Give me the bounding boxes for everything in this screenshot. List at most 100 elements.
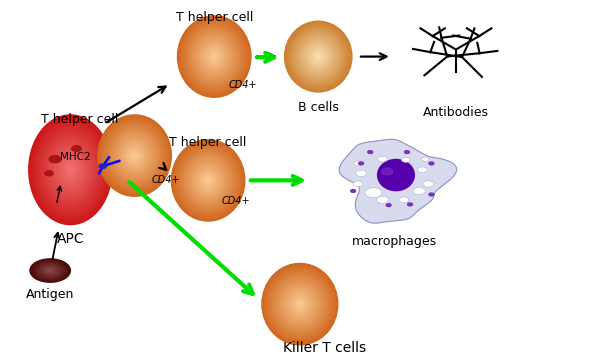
Text: macrophages: macrophages [352,235,438,248]
Ellipse shape [98,115,171,196]
Text: T helper cell: T helper cell [176,11,253,24]
Ellipse shape [42,132,99,207]
Circle shape [401,158,410,162]
Ellipse shape [51,145,89,195]
Circle shape [408,203,412,206]
Text: Antibodies: Antibodies [423,106,489,119]
Ellipse shape [298,36,338,77]
Ellipse shape [101,118,168,193]
Ellipse shape [46,137,95,202]
Text: MHC2: MHC2 [60,153,91,163]
Ellipse shape [48,140,93,200]
Ellipse shape [119,139,150,172]
Ellipse shape [34,122,106,217]
Ellipse shape [295,33,341,81]
Circle shape [356,170,367,176]
Ellipse shape [307,45,329,68]
Ellipse shape [61,157,80,182]
Circle shape [405,151,409,154]
Ellipse shape [296,300,304,308]
Ellipse shape [315,53,321,60]
Ellipse shape [295,299,305,310]
Circle shape [429,193,434,196]
Ellipse shape [285,21,352,92]
Ellipse shape [181,20,248,93]
Text: CD4+: CD4+ [222,196,250,206]
Text: T helper cell: T helper cell [170,136,247,149]
Ellipse shape [271,273,329,335]
Ellipse shape [130,150,140,161]
Ellipse shape [69,167,72,172]
Ellipse shape [264,265,336,343]
Ellipse shape [196,36,233,77]
Polygon shape [339,139,457,223]
Ellipse shape [276,278,324,330]
Text: T helper cell: T helper cell [41,113,118,126]
Ellipse shape [32,120,108,219]
Circle shape [376,196,389,203]
Ellipse shape [108,126,162,185]
Circle shape [365,188,382,198]
Ellipse shape [194,34,234,79]
Ellipse shape [182,21,246,92]
Ellipse shape [288,291,312,317]
Ellipse shape [292,29,344,84]
Ellipse shape [42,266,58,275]
Ellipse shape [133,154,136,158]
Ellipse shape [306,44,330,69]
Ellipse shape [118,137,151,174]
Ellipse shape [200,171,217,190]
Ellipse shape [286,23,350,90]
Ellipse shape [187,27,241,86]
Ellipse shape [201,173,215,188]
Circle shape [386,204,391,207]
Ellipse shape [29,115,112,224]
Text: APC: APC [56,232,84,246]
Ellipse shape [123,143,146,169]
Ellipse shape [288,24,349,89]
Ellipse shape [30,259,70,282]
Ellipse shape [110,128,160,183]
Ellipse shape [53,147,88,192]
Circle shape [72,146,81,151]
Ellipse shape [317,55,319,58]
Ellipse shape [103,121,166,191]
Ellipse shape [174,144,242,217]
Ellipse shape [189,29,239,84]
Ellipse shape [269,271,331,337]
Text: Killer T cells: Killer T cells [283,341,366,355]
Ellipse shape [262,263,338,345]
Text: Antigen: Antigen [26,288,75,301]
Ellipse shape [173,141,243,219]
Ellipse shape [211,53,217,60]
Ellipse shape [206,179,210,182]
Ellipse shape [125,145,144,167]
Ellipse shape [171,140,245,221]
Ellipse shape [310,49,326,65]
Ellipse shape [206,47,223,66]
Circle shape [413,188,425,194]
Ellipse shape [67,165,74,175]
Ellipse shape [55,150,86,190]
Text: B cells: B cells [298,101,338,114]
Ellipse shape [36,262,64,279]
Circle shape [49,156,61,163]
Ellipse shape [198,38,231,75]
Ellipse shape [204,45,224,68]
Ellipse shape [267,269,333,339]
Ellipse shape [272,275,327,334]
Ellipse shape [180,149,236,212]
Ellipse shape [63,160,78,180]
Ellipse shape [57,152,84,187]
Ellipse shape [205,176,211,184]
Ellipse shape [128,148,141,163]
Ellipse shape [286,289,314,319]
Circle shape [353,181,363,187]
Ellipse shape [298,302,302,306]
Ellipse shape [195,165,222,195]
Ellipse shape [46,268,54,273]
Ellipse shape [185,155,231,206]
Ellipse shape [191,31,237,82]
Ellipse shape [277,280,323,328]
Ellipse shape [177,16,251,97]
